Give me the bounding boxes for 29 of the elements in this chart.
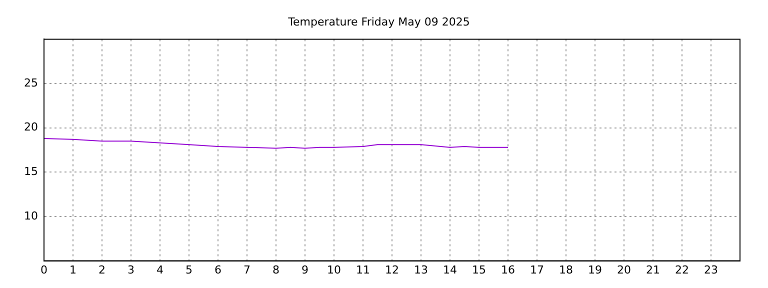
chart-title: Temperature Friday May 09 2025 [287,15,470,28]
x-tick-label: 2 [98,263,106,276]
x-tick-label: 23 [704,263,718,276]
x-tick-label: 16 [501,263,515,276]
x-tick-label: 17 [530,263,544,276]
x-tick-label: 12 [385,263,399,276]
x-tick-label: 10 [327,263,341,276]
x-tick-label: 6 [214,263,222,276]
x-tick-label: 14 [443,263,457,276]
x-tick-label: 5 [186,263,192,276]
x-tick-label: 21 [646,263,660,276]
x-tick-label: 7 [244,263,250,276]
x-tick-label: 1 [69,263,76,276]
x-tick-label: 20 [617,263,631,276]
x-tick-label: 11 [356,263,370,276]
x-tick-label: 13 [414,263,428,276]
x-tick-label: 3 [127,263,134,276]
x-tick-label: 9 [302,263,308,276]
x-tick-label: 8 [272,263,280,276]
x-tick-label: 18 [559,263,573,276]
y-tick-label: 15 [24,165,38,178]
y-tick-label: 20 [24,120,38,134]
x-tick-label: 19 [588,263,602,276]
x-tick-label: 15 [472,263,486,276]
y-tick-label: 10 [24,209,38,222]
x-tick-label: 0 [40,263,48,276]
x-tick-label: 4 [156,263,164,276]
y-tick-label: 25 [24,76,38,90]
x-tick-label: 22 [675,263,689,276]
